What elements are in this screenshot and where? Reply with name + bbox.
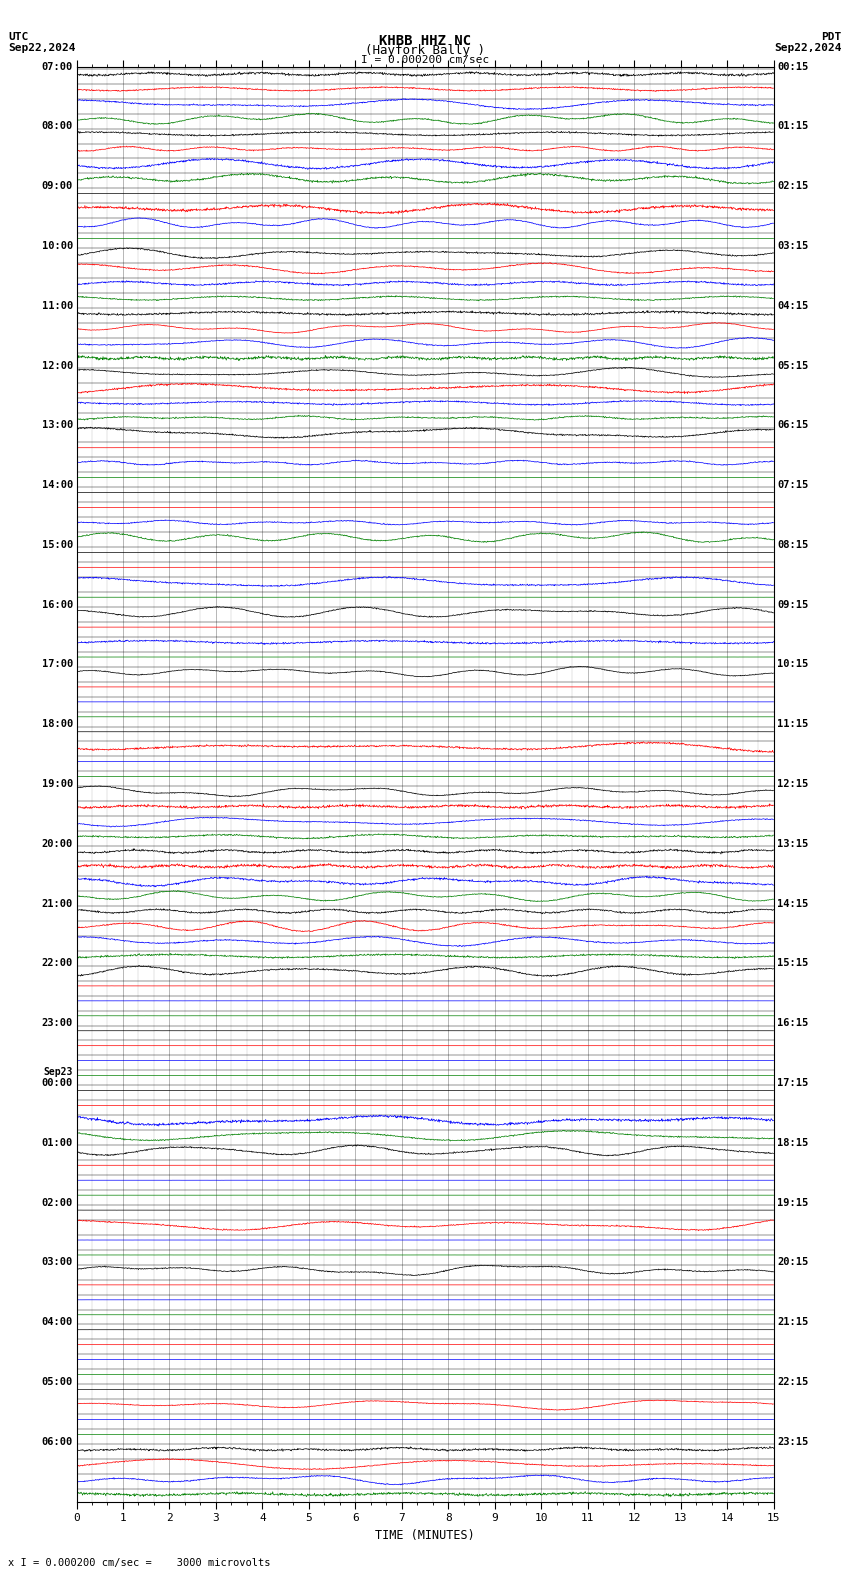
Text: 06:00: 06:00 bbox=[42, 1437, 73, 1446]
Text: 04:00: 04:00 bbox=[42, 1318, 73, 1327]
Text: 09:00: 09:00 bbox=[42, 181, 73, 192]
Text: 08:15: 08:15 bbox=[777, 540, 808, 550]
Text: 13:00: 13:00 bbox=[42, 420, 73, 431]
Text: 19:15: 19:15 bbox=[777, 1198, 808, 1207]
Text: 18:00: 18:00 bbox=[42, 719, 73, 729]
Text: 01:00: 01:00 bbox=[42, 1137, 73, 1148]
Text: 02:15: 02:15 bbox=[777, 181, 808, 192]
Text: 03:00: 03:00 bbox=[42, 1258, 73, 1267]
Text: UTC: UTC bbox=[8, 32, 29, 43]
Text: 13:15: 13:15 bbox=[777, 840, 808, 849]
Text: 20:00: 20:00 bbox=[42, 840, 73, 849]
Text: 01:15: 01:15 bbox=[777, 122, 808, 131]
Text: PDT: PDT bbox=[821, 32, 842, 43]
Text: x I = 0.000200 cm/sec =    3000 microvolts: x I = 0.000200 cm/sec = 3000 microvolts bbox=[8, 1559, 271, 1568]
Text: I = 0.000200 cm/sec: I = 0.000200 cm/sec bbox=[361, 55, 489, 65]
Text: 05:00: 05:00 bbox=[42, 1376, 73, 1388]
Text: 12:15: 12:15 bbox=[777, 779, 808, 789]
Text: 15:15: 15:15 bbox=[777, 958, 808, 968]
Text: 17:15: 17:15 bbox=[777, 1079, 808, 1088]
Text: 15:00: 15:00 bbox=[42, 540, 73, 550]
Text: 16:00: 16:00 bbox=[42, 600, 73, 610]
Text: 07:00: 07:00 bbox=[42, 62, 73, 71]
Text: 12:00: 12:00 bbox=[42, 361, 73, 371]
Text: 22:00: 22:00 bbox=[42, 958, 73, 968]
Text: 10:00: 10:00 bbox=[42, 241, 73, 250]
Text: 23:00: 23:00 bbox=[42, 1019, 73, 1028]
Text: KHBB HHZ NC: KHBB HHZ NC bbox=[379, 33, 471, 48]
Text: 22:15: 22:15 bbox=[777, 1376, 808, 1388]
Text: 09:15: 09:15 bbox=[777, 600, 808, 610]
Text: 16:15: 16:15 bbox=[777, 1019, 808, 1028]
Text: 06:15: 06:15 bbox=[777, 420, 808, 431]
Text: 11:15: 11:15 bbox=[777, 719, 808, 729]
X-axis label: TIME (MINUTES): TIME (MINUTES) bbox=[375, 1529, 475, 1541]
Text: Sep23: Sep23 bbox=[43, 1068, 73, 1077]
Text: 07:15: 07:15 bbox=[777, 480, 808, 489]
Text: Sep22,2024: Sep22,2024 bbox=[8, 43, 76, 52]
Text: 02:00: 02:00 bbox=[42, 1198, 73, 1207]
Text: 08:00: 08:00 bbox=[42, 122, 73, 131]
Text: 21:00: 21:00 bbox=[42, 898, 73, 909]
Text: Sep22,2024: Sep22,2024 bbox=[774, 43, 842, 52]
Text: (Hayfork Bally ): (Hayfork Bally ) bbox=[365, 44, 485, 57]
Text: 14:15: 14:15 bbox=[777, 898, 808, 909]
Text: 19:00: 19:00 bbox=[42, 779, 73, 789]
Text: 05:15: 05:15 bbox=[777, 361, 808, 371]
Text: 21:15: 21:15 bbox=[777, 1318, 808, 1327]
Text: 20:15: 20:15 bbox=[777, 1258, 808, 1267]
Text: 03:15: 03:15 bbox=[777, 241, 808, 250]
Text: 04:15: 04:15 bbox=[777, 301, 808, 310]
Text: 00:15: 00:15 bbox=[777, 62, 808, 71]
Text: 00:00: 00:00 bbox=[42, 1079, 73, 1088]
Text: 11:00: 11:00 bbox=[42, 301, 73, 310]
Text: 14:00: 14:00 bbox=[42, 480, 73, 489]
Text: 10:15: 10:15 bbox=[777, 659, 808, 670]
Text: 18:15: 18:15 bbox=[777, 1137, 808, 1148]
Text: 17:00: 17:00 bbox=[42, 659, 73, 670]
Text: 23:15: 23:15 bbox=[777, 1437, 808, 1446]
